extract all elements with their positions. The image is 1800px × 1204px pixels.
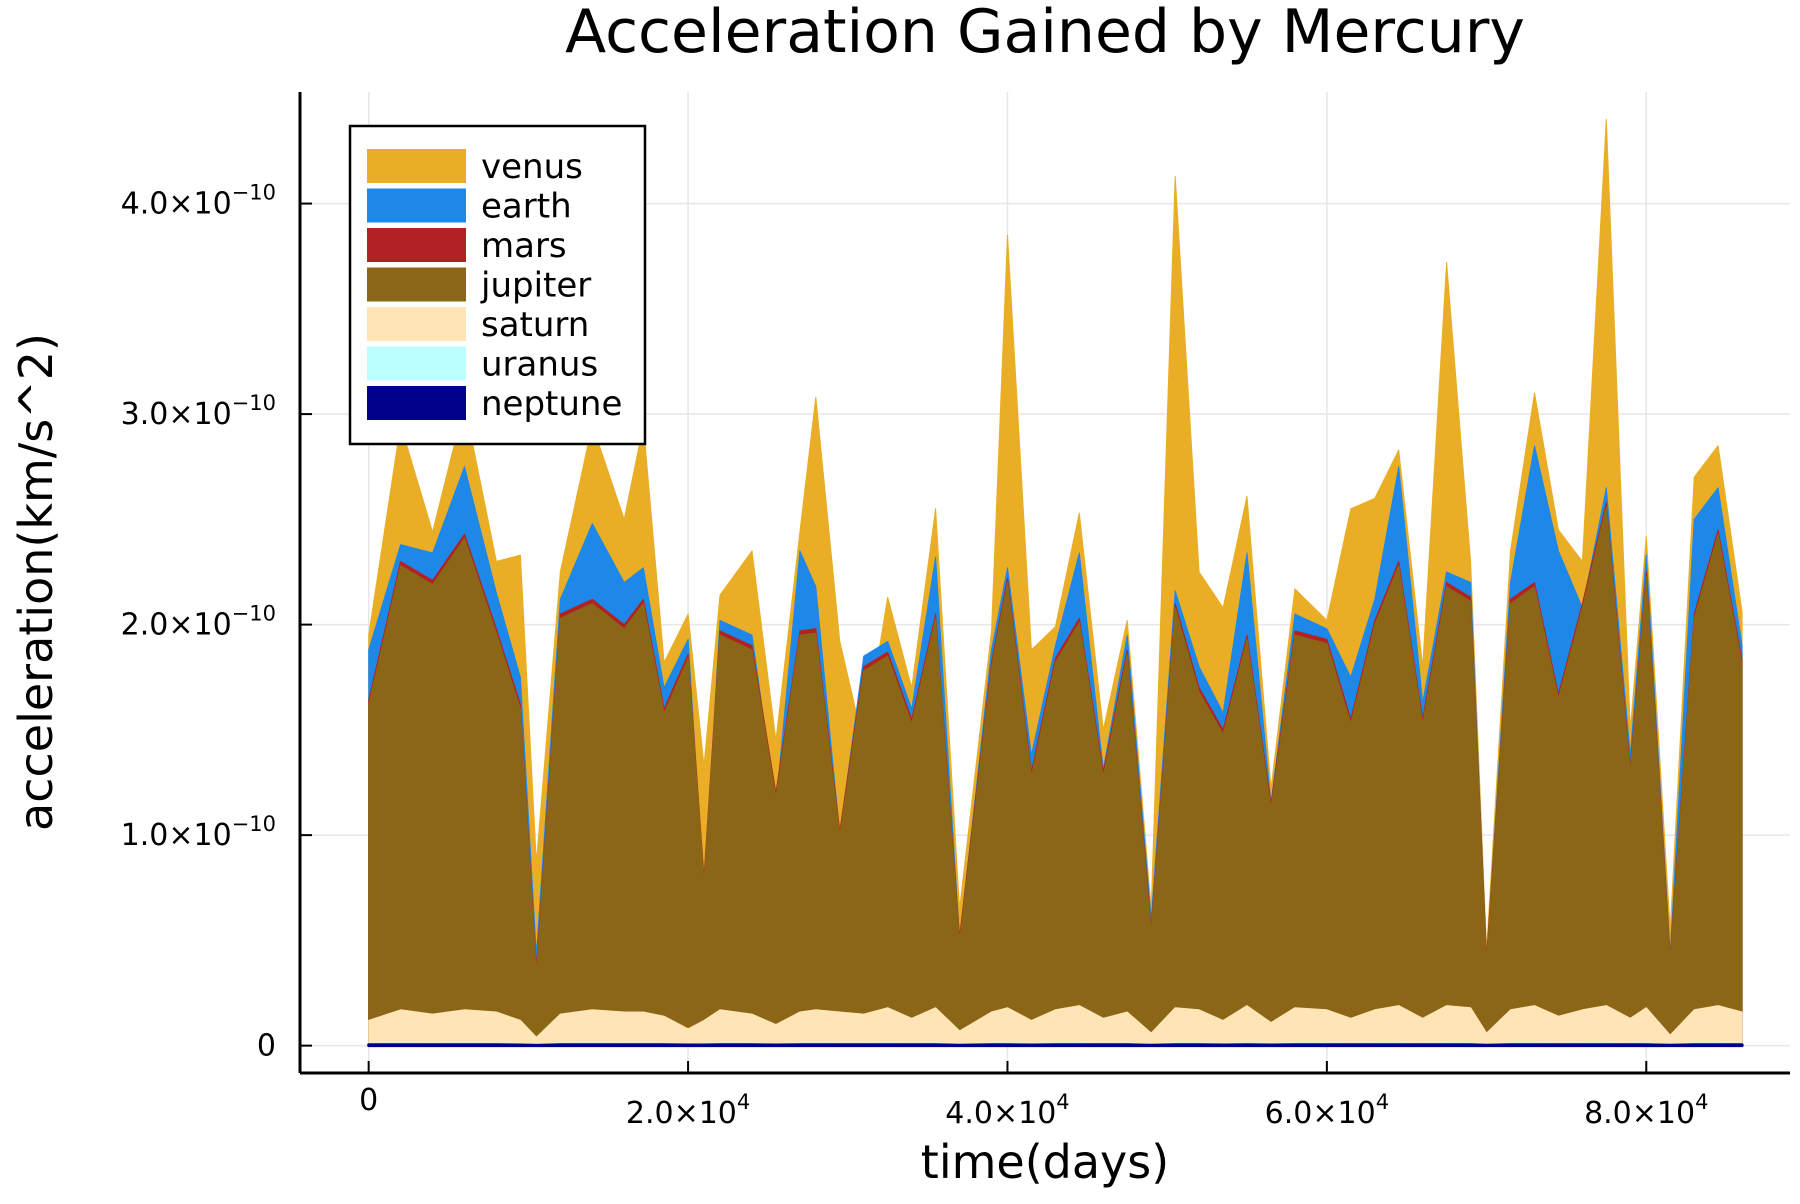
x-tick-label: 4.0×104 — [945, 1090, 1069, 1131]
legend-swatch-mars — [367, 228, 466, 262]
x-tick-label: 2.0×104 — [626, 1090, 750, 1131]
y-tick-label: 3.0×10−10 — [121, 391, 276, 432]
y-axis-label: acceleration(km/s^2) — [9, 333, 63, 831]
series-areas — [367, 118, 1744, 1048]
series-area-jupiter — [368, 506, 1743, 1047]
series-area-saturn — [368, 1005, 1743, 1047]
series-area-neptune — [367, 1043, 1744, 1048]
legend-swatch-jupiter — [367, 267, 466, 302]
chart-title: Acceleration Gained by Mercury — [565, 0, 1525, 67]
x-tick-label: 0 — [359, 1083, 378, 1118]
x-axis-label: time(days) — [921, 1135, 1169, 1189]
tick-marks-and-labels: 0 2.0×104 4.0×104 6.0×104 8.0×104 0 1.0×10−10 2… — [121, 181, 1709, 1131]
legend-label-jupiter: jupiter — [480, 266, 591, 306]
legend-label-venus: venus — [481, 147, 583, 187]
legend-swatch-venus — [367, 149, 466, 183]
legend-label-uranus: uranus — [481, 345, 598, 385]
axes — [298, 92, 1790, 1075]
legend-swatch-saturn — [367, 307, 466, 341]
legend-swatch-earth — [367, 188, 466, 223]
legend-label-earth: earth — [481, 187, 572, 227]
legend-label-neptune: neptune — [481, 384, 622, 424]
legend-swatch-neptune — [367, 386, 466, 420]
y-tick-label: 1.0×10−10 — [121, 812, 276, 853]
y-tick-label: 0 — [257, 1029, 276, 1064]
x-tick-label: 8.0×104 — [1584, 1090, 1708, 1131]
y-tick-label: 2.0×10−10 — [121, 602, 276, 643]
legend-swatch-uranus — [367, 346, 466, 381]
legend-label-saturn: saturn — [481, 305, 589, 345]
y-tick-label: 4.0×10−10 — [121, 181, 276, 222]
legend-label-mars: mars — [481, 226, 567, 266]
x-tick-label: 6.0×104 — [1265, 1090, 1389, 1131]
